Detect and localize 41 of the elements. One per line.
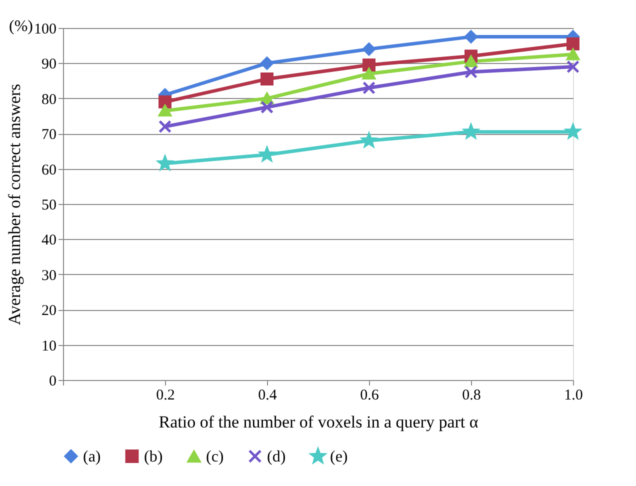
point bbox=[566, 48, 580, 60]
point bbox=[362, 42, 376, 56]
legend-label: (a) bbox=[83, 448, 101, 466]
legend-label: (b) bbox=[144, 448, 163, 466]
y-axis-title: Average number of correct answers bbox=[5, 84, 24, 326]
y-tick-label: 30 bbox=[42, 268, 56, 284]
legend-label: (c) bbox=[206, 448, 224, 466]
y-tick-label: 10 bbox=[42, 338, 56, 354]
point bbox=[260, 72, 274, 86]
y-tick-label: 100 bbox=[34, 22, 56, 38]
y-tick-label: 90 bbox=[42, 56, 56, 73]
point bbox=[362, 68, 376, 80]
y-tick-label: 40 bbox=[42, 232, 56, 249]
point bbox=[464, 30, 478, 44]
y-tick-label: 60 bbox=[42, 162, 56, 178]
point bbox=[362, 58, 376, 72]
point bbox=[566, 37, 580, 50]
y-tick-label: 80 bbox=[42, 92, 56, 108]
x-tick-label: 0.4 bbox=[258, 388, 278, 404]
y-tick-label: 0 bbox=[49, 374, 56, 390]
point bbox=[362, 81, 376, 94]
legend-label: (d) bbox=[267, 448, 286, 466]
y-tick-label: 70 bbox=[42, 127, 56, 144]
x-tick-label: 0.2 bbox=[156, 388, 175, 404]
x-tick-label: 1.0 bbox=[564, 388, 583, 404]
point bbox=[464, 56, 478, 68]
point bbox=[464, 66, 478, 78]
text: (%) bbox=[9, 18, 33, 35]
x-axis-title: Ratio of the number of voxels in a query part α bbox=[158, 412, 478, 432]
point bbox=[158, 104, 172, 117]
point bbox=[158, 120, 172, 134]
legend-label: (e) bbox=[330, 448, 348, 466]
point bbox=[566, 60, 580, 74]
point bbox=[158, 156, 172, 170]
point bbox=[260, 100, 274, 114]
point bbox=[260, 56, 274, 70]
y-tick-label: 50 bbox=[42, 198, 56, 214]
y-tick-label: 20 bbox=[42, 303, 56, 320]
point bbox=[158, 95, 172, 108]
x-tick-label: 0.8 bbox=[462, 388, 481, 404]
x-tick-label: 0.6 bbox=[360, 388, 380, 404]
